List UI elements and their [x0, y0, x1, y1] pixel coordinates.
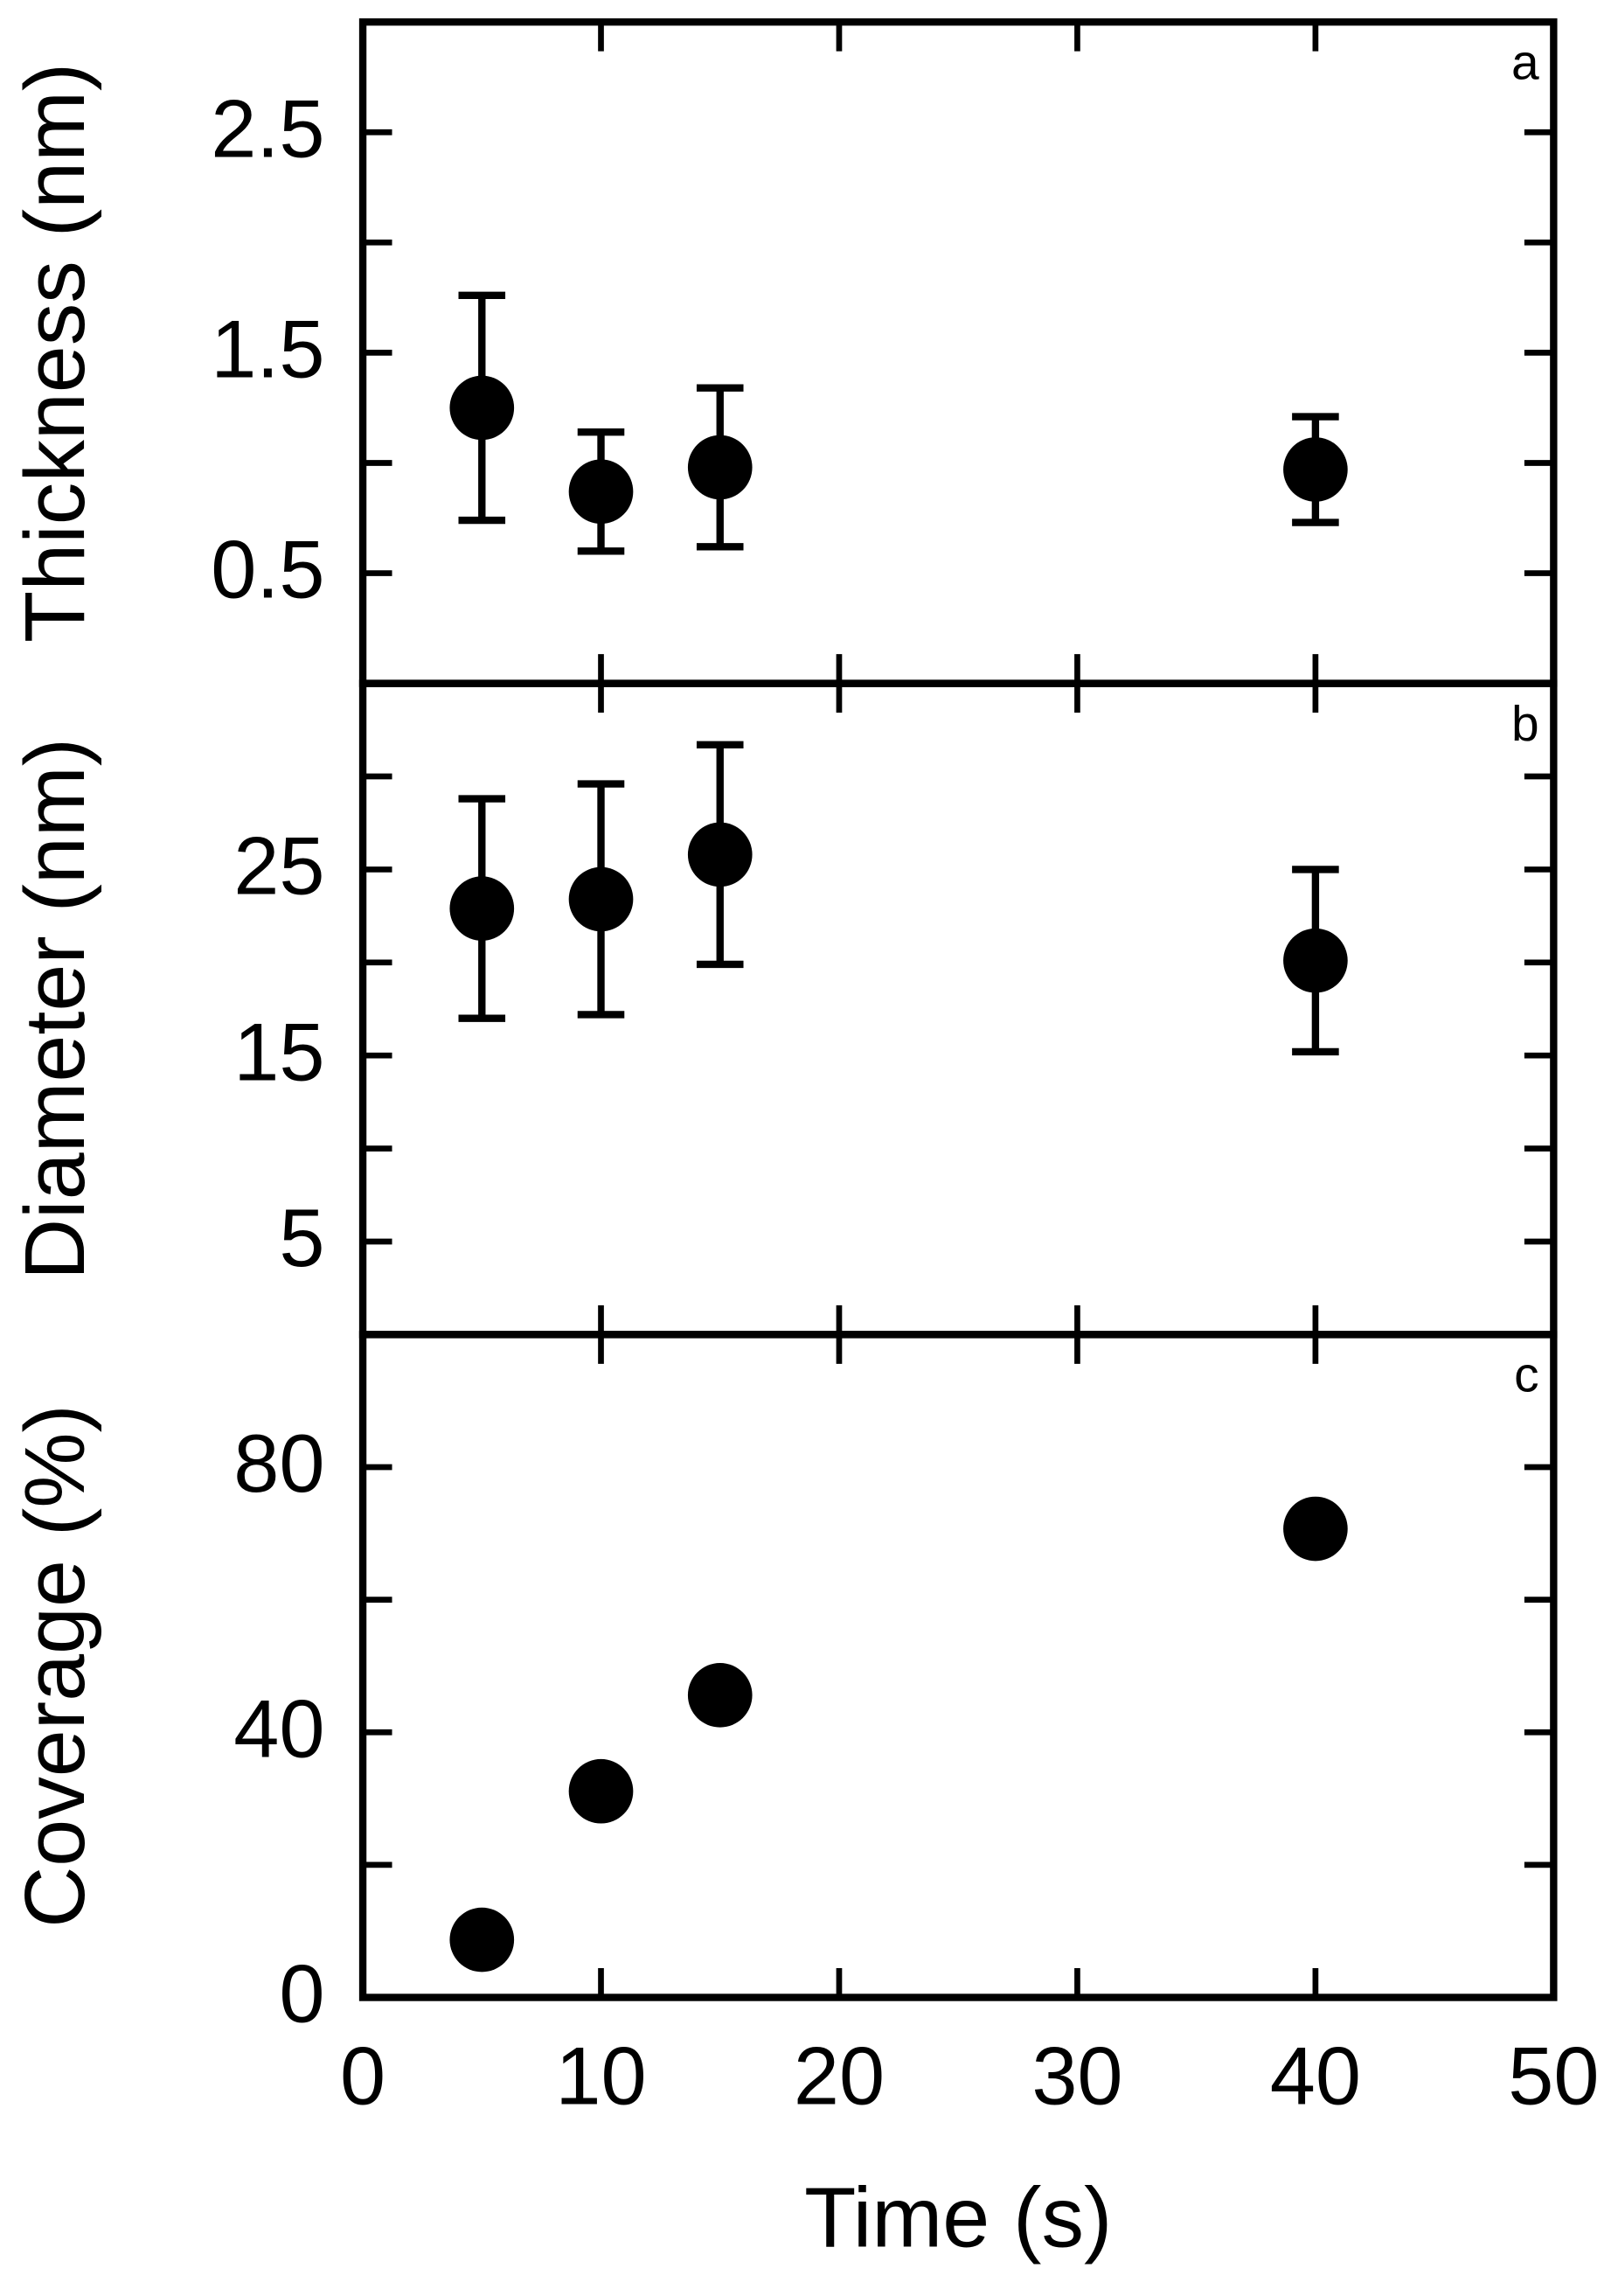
panel-label: b: [1511, 696, 1539, 752]
x-tick-label: 50: [1508, 2029, 1599, 2121]
data-point: [449, 876, 515, 941]
data-point: [687, 822, 753, 887]
plot-frame: [358, 1331, 1558, 2001]
data-point: [568, 1758, 634, 1824]
y-tick-label: 0: [279, 1948, 324, 2040]
plot-frame: [358, 679, 1558, 1339]
y-tick-label: 15: [233, 1005, 324, 1097]
data-point: [449, 1907, 515, 1972]
plot-frame: [358, 17, 1558, 687]
data-point: [449, 375, 515, 441]
x-axis-label: Time (s): [804, 2170, 1112, 2265]
panel-label: a: [1511, 34, 1539, 90]
y-tick-label: 2.5: [211, 82, 324, 174]
x-tick-label: 20: [794, 2029, 885, 2121]
data-point: [1283, 928, 1348, 993]
data-point: [1283, 1496, 1348, 1562]
y-axis-label: Diameter (nm): [7, 738, 102, 1280]
data-point: [687, 435, 753, 500]
y-tick-label: 5: [279, 1192, 324, 1284]
x-tick-label: 10: [555, 2029, 646, 2121]
data-point: [568, 459, 634, 525]
data-point: [687, 1662, 753, 1728]
x-tick-label: 30: [1031, 2029, 1122, 2121]
y-tick-label: 1.5: [211, 303, 324, 394]
panel-label: c: [1514, 1347, 1538, 1403]
y-axis-label: Coverage (%): [7, 1404, 102, 1928]
x-tick-label: 0: [340, 2029, 385, 2121]
y-tick-label: 25: [233, 820, 324, 912]
y-axis-label: Thickness (nm): [7, 63, 102, 643]
y-tick-label: 0.5: [211, 524, 324, 616]
x-tick-label: 40: [1270, 2029, 1361, 2121]
data-point: [568, 866, 634, 932]
y-tick-label: 40: [233, 1682, 324, 1774]
data-point: [1283, 437, 1348, 502]
y-tick-label: 80: [233, 1417, 324, 1509]
